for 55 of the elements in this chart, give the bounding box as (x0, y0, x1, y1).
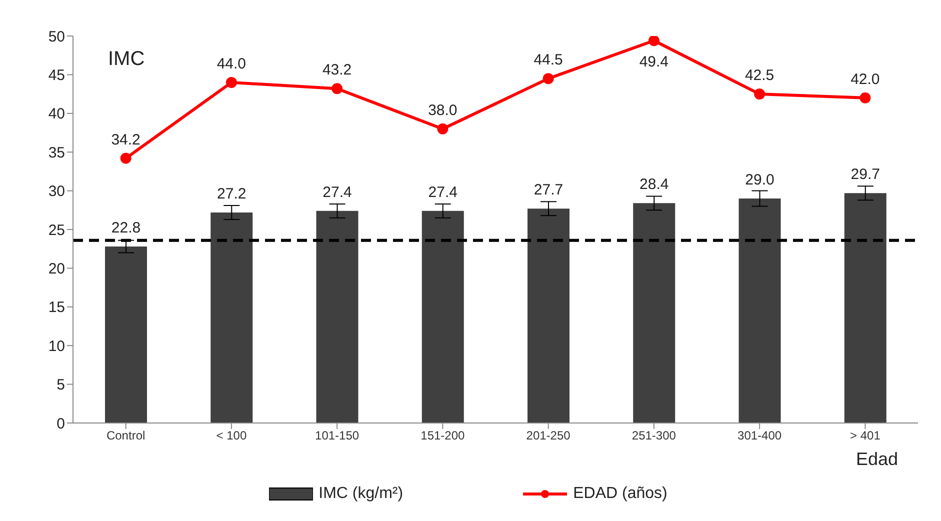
point (437, 123, 448, 134)
data-label: 42.5 (744, 67, 774, 84)
data-label: 49.4 (639, 54, 669, 71)
y-tick-label: 45 (48, 67, 65, 84)
data-label: 28.4 (640, 176, 669, 194)
bar (633, 203, 676, 423)
bar (422, 210, 464, 423)
point (120, 152, 132, 164)
y-tick-label: 0 (56, 415, 65, 432)
y-tick-label: 25 (48, 222, 65, 239)
x-axis-title: Edad (856, 449, 898, 469)
point (332, 83, 343, 94)
bar (316, 210, 358, 423)
y-tick-label: 30 (48, 183, 65, 200)
y-tick-label: 15 (48, 299, 65, 316)
legend-label: EDAD (años) (572, 485, 668, 503)
y-tick-label: 10 (48, 338, 65, 355)
bar (210, 212, 253, 423)
x-tick-label: > 401 (850, 428, 881, 443)
data-label: 38.0 (428, 102, 458, 119)
y-tick-label: 5 (56, 376, 65, 394)
x-tick-label: < 100 (216, 428, 247, 443)
data-label: 29.0 (745, 172, 774, 189)
data-label: 22.8 (111, 220, 141, 237)
bar (844, 193, 886, 423)
x-tick-label: 301-400 (738, 428, 782, 443)
data-label: 43.2 (322, 62, 352, 79)
data-label: 27.4 (322, 184, 352, 201)
legend-label: IMC (kg/m²) (318, 485, 404, 503)
y-axis-title: IMC (108, 48, 145, 71)
bar (528, 208, 570, 423)
data-label: 27.7 (534, 182, 564, 199)
data-label: 27.4 (428, 184, 458, 201)
y-tick-label: 40 (48, 106, 65, 123)
x-tick-label: 201-250 (526, 428, 571, 443)
y-tick-label: 35 (48, 144, 65, 162)
x-tick-label: 101-150 (315, 428, 360, 443)
data-label: 29.7 (850, 166, 880, 184)
x-tick-label: 251-300 (632, 428, 676, 443)
data-label: 44.5 (534, 52, 563, 69)
point (648, 36, 660, 46)
y-tick-label: 20 (48, 260, 65, 278)
point (542, 73, 554, 84)
data-label: 27.2 (217, 185, 246, 202)
data-label: 44.0 (216, 55, 246, 72)
data-label: 42.0 (850, 70, 880, 88)
data-label: 34.2 (111, 131, 140, 148)
x-tick-label: 151-200 (420, 428, 466, 443)
bar (105, 246, 147, 423)
point (226, 76, 237, 88)
point (754, 88, 766, 100)
point (860, 92, 871, 104)
x-tick-label: Control (106, 428, 146, 443)
y-tick-label: 50 (48, 28, 65, 46)
bar (738, 198, 781, 423)
